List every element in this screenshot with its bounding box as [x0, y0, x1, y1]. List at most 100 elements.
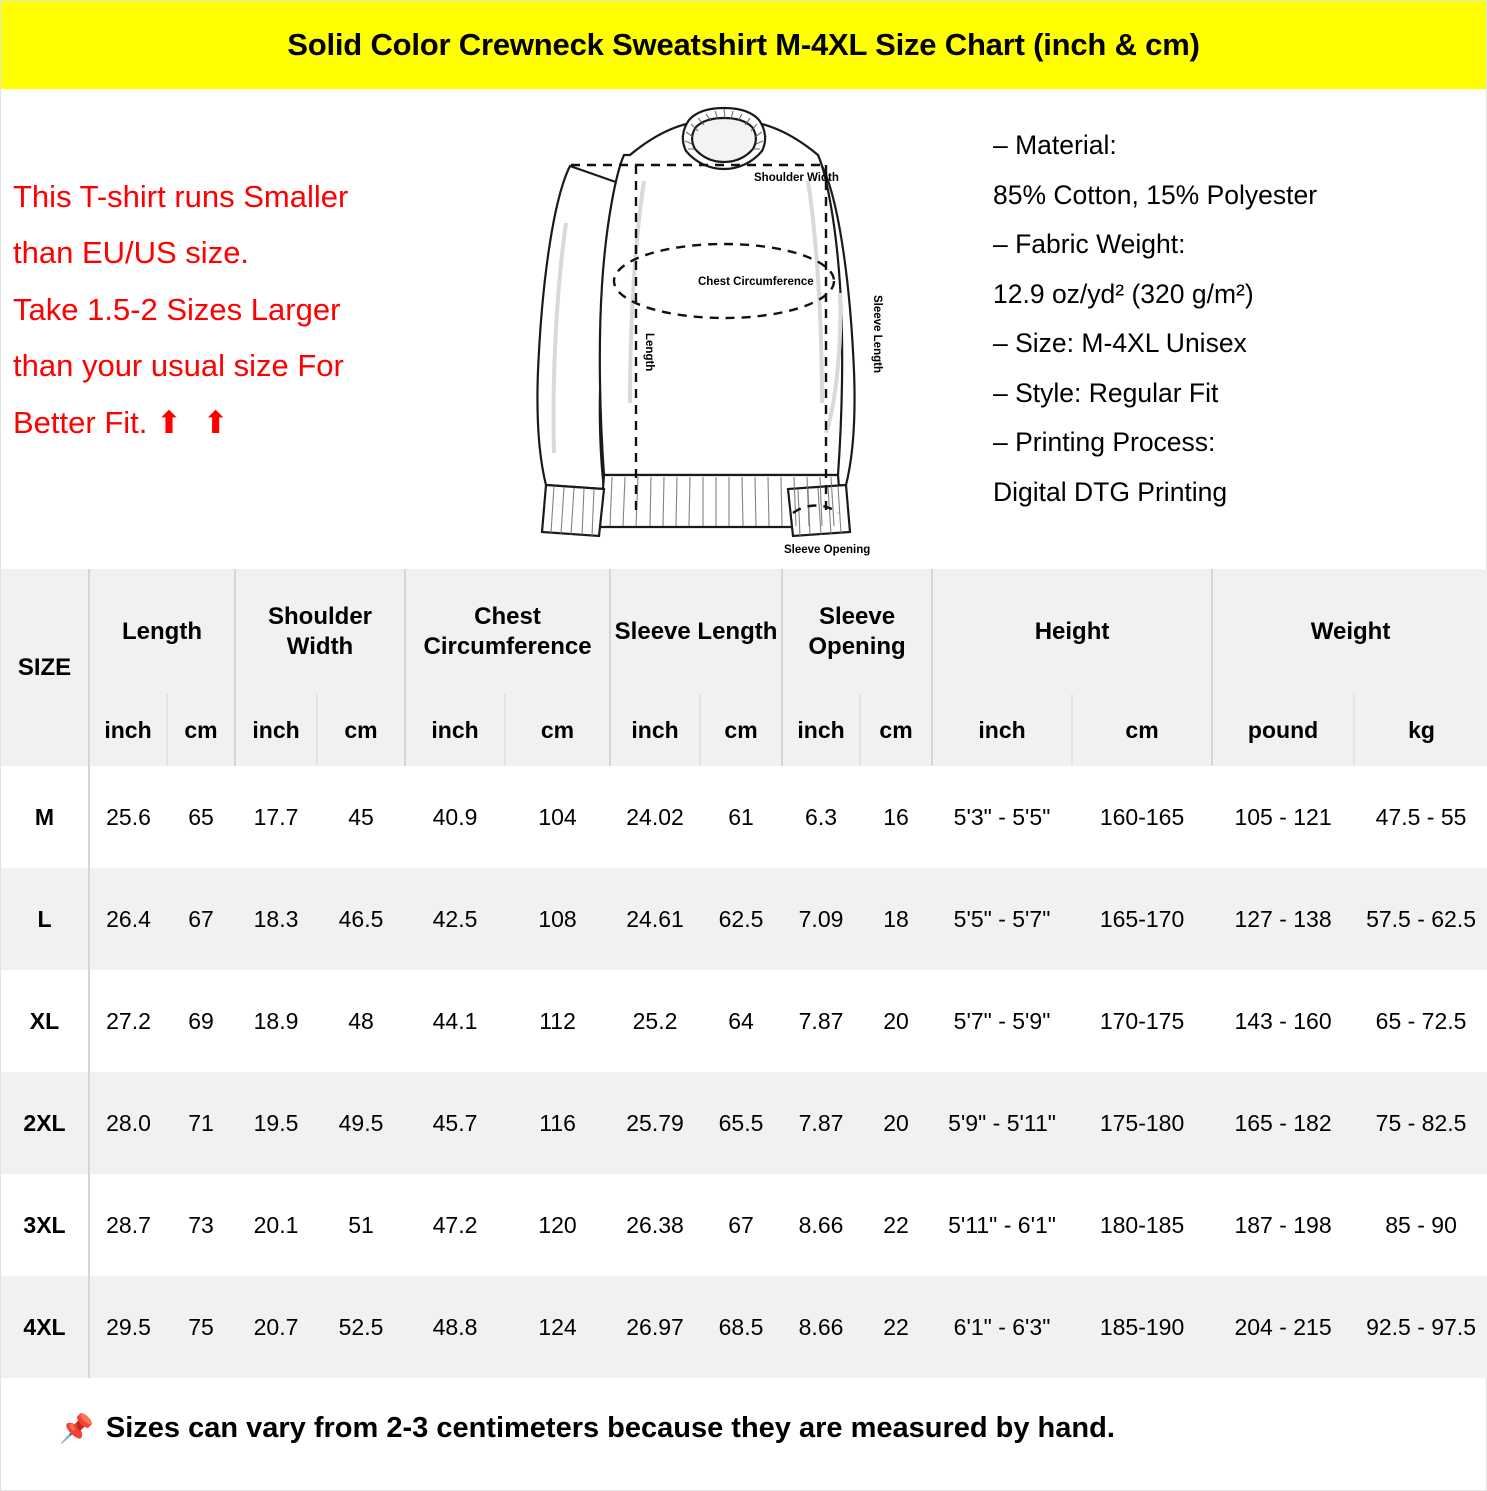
cell-sleeve-length-cm: 67	[700, 1174, 783, 1276]
table-body: M 25.6 65 17.7 45 40.9 104 24.02 61 6.3 …	[1, 766, 1487, 1378]
cell-size: XL	[1, 970, 90, 1072]
warning-line-2: than EU/US size.	[13, 235, 250, 271]
cell-weight-kg: 57.5 - 62.5	[1354, 868, 1487, 970]
cell-chest-inch: 48.8	[405, 1276, 506, 1378]
cell-weight-kg: 75 - 82.5	[1354, 1072, 1487, 1174]
cell-length-cm: 67	[167, 868, 236, 970]
cell-shoulder-inch: 18.9	[235, 970, 318, 1072]
unit-height-cm: cm	[1071, 694, 1213, 766]
size-chart-table: SIZE Length Shoulder Width Chest Circumf…	[1, 569, 1487, 1378]
cell-sleeve-opening-cm: 16	[860, 766, 933, 868]
cell-sleeve-opening-inch: 6.3	[782, 766, 861, 868]
cell-height-inch: 6'1" - 6'3"	[932, 1276, 1073, 1378]
cell-weight-pound: 204 - 215	[1212, 1276, 1355, 1378]
cell-shoulder-inch: 19.5	[235, 1072, 318, 1174]
column-header-shoulder-width: Shoulder Width	[234, 569, 406, 694]
cell-weight-pound: 143 - 160	[1212, 970, 1355, 1072]
cell-chest-inch: 42.5	[405, 868, 506, 970]
spec-fabric-label: – Fabric Weight:	[993, 229, 1186, 260]
cell-sleeve-length-inch: 25.79	[610, 1072, 701, 1174]
cell-length-inch: 29.5	[89, 1276, 167, 1378]
cell-chest-inch: 47.2	[405, 1174, 506, 1276]
cell-chest-cm: 116	[505, 1072, 611, 1174]
cell-sleeve-opening-inch: 8.66	[782, 1276, 861, 1378]
diagram-label-sleeve-length: Sleeve Length	[871, 295, 883, 373]
unit-shoulder-cm: cm	[316, 694, 406, 766]
unit-sleeve-length-inch: inch	[609, 694, 701, 766]
diagram-label-shoulder-width: Shoulder Width	[754, 172, 839, 184]
warning-line-3: Take 1.5-2 Sizes Larger	[13, 291, 341, 327]
cell-chest-cm: 112	[505, 970, 611, 1072]
cell-weight-kg: 85 - 90	[1354, 1174, 1487, 1276]
spec-material-label: – Material:	[993, 130, 1117, 160]
cell-sleeve-opening-inch: 7.09	[782, 868, 861, 970]
sweatshirt-diagram: Shoulder Width Chest Circumference Lengt…	[501, 99, 971, 563]
column-header-size: SIZE	[1, 569, 90, 766]
warning-line-4: than your usual size For	[13, 348, 344, 384]
cell-sleeve-opening-cm: 20	[860, 970, 933, 1072]
unit-chest-cm: cm	[504, 694, 611, 766]
info-band: This T-shirt runs Smaller than EU/US siz…	[1, 89, 1486, 569]
table-row: XL 27.2 69 18.9 48 44.1 112 25.2 64 7.87…	[1, 970, 1487, 1072]
cell-height-cm: 175-180	[1072, 1072, 1213, 1174]
cell-sleeve-length-inch: 26.97	[610, 1276, 701, 1378]
cell-length-cm: 65	[167, 766, 236, 868]
column-header-sleeve-length: Sleeve Length	[609, 569, 783, 694]
cell-shoulder-inch: 20.1	[235, 1174, 318, 1276]
cell-chest-cm: 104	[505, 766, 611, 868]
cell-height-cm: 165-170	[1072, 868, 1213, 970]
footer-note: 📌 Sizes can vary from 2-3 centimeters be…	[1, 1378, 1486, 1478]
cell-shoulder-cm: 46.5	[317, 868, 406, 970]
cell-height-cm: 185-190	[1072, 1276, 1213, 1378]
unit-header-row: inch cm inch cm inch cm inch cm inch cm …	[1, 694, 1487, 766]
column-header-sleeve-opening: Sleeve Opening	[781, 569, 933, 694]
cell-size: 2XL	[1, 1072, 90, 1174]
cell-length-inch: 26.4	[89, 868, 167, 970]
cell-chest-inch: 45.7	[405, 1072, 506, 1174]
unit-length-cm: cm	[165, 694, 236, 766]
cell-sleeve-opening-cm: 18	[860, 868, 933, 970]
table-head: SIZE Length Shoulder Width Chest Circumf…	[1, 569, 1487, 766]
table-row: 4XL 29.5 75 20.7 52.5 48.8 124 26.97 68.…	[1, 1276, 1487, 1378]
cell-height-cm: 170-175	[1072, 970, 1213, 1072]
group-header-row: SIZE Length Shoulder Width Chest Circumf…	[1, 569, 1487, 766]
cell-shoulder-cm: 51	[317, 1174, 406, 1276]
spec-material-value: 85% Cotton, 15% Polyester	[993, 179, 1318, 210]
cell-shoulder-inch: 18.3	[235, 868, 318, 970]
cell-sleeve-opening-inch: 8.66	[782, 1174, 861, 1276]
diagram-label-length: Length	[643, 333, 655, 371]
up-arrow-icon: ⬆ ⬆	[156, 404, 235, 440]
diagram-label-sleeve-opening: Sleeve Opening	[784, 544, 870, 556]
sweatshirt-illustration: Shoulder Width Chest Circumference Lengt…	[536, 106, 883, 556]
column-header-height: Height	[931, 569, 1213, 694]
spec-style: – Style: Regular Fit	[993, 377, 1219, 408]
table-row: M 25.6 65 17.7 45 40.9 104 24.02 61 6.3 …	[1, 766, 1487, 868]
cell-sleeve-length-inch: 24.61	[610, 868, 701, 970]
cell-size: 3XL	[1, 1174, 90, 1276]
sizing-warning: This T-shirt runs Smaller than EU/US siz…	[1, 99, 501, 451]
column-header-length: Length	[87, 569, 236, 694]
unit-weight-pound: pound	[1211, 694, 1355, 766]
cell-sleeve-opening-cm: 22	[860, 1174, 933, 1276]
cell-height-cm: 160-165	[1072, 766, 1213, 868]
cell-chest-cm: 124	[505, 1276, 611, 1378]
unit-chest-inch: inch	[404, 694, 506, 766]
unit-weight-kg: kg	[1353, 694, 1487, 766]
cell-sleeve-length-cm: 62.5	[700, 868, 783, 970]
cell-shoulder-cm: 45	[317, 766, 406, 868]
cell-weight-pound: 127 - 138	[1212, 868, 1355, 970]
unit-sleeve-length-cm: cm	[699, 694, 783, 766]
cell-shoulder-inch: 17.7	[235, 766, 318, 868]
cell-chest-cm: 108	[505, 868, 611, 970]
cell-height-inch: 5'5" - 5'7"	[932, 868, 1073, 970]
cell-shoulder-cm: 48	[317, 970, 406, 1072]
unit-height-inch: inch	[931, 694, 1073, 766]
cell-size: M	[1, 766, 90, 868]
cell-sleeve-length-cm: 68.5	[700, 1276, 783, 1378]
cell-height-inch: 5'9" - 5'11"	[932, 1072, 1073, 1174]
cell-sleeve-opening-cm: 22	[860, 1276, 933, 1378]
cell-chest-cm: 120	[505, 1174, 611, 1276]
cell-length-cm: 73	[167, 1174, 236, 1276]
diagram-label-chest: Chest Circumference	[698, 276, 814, 288]
